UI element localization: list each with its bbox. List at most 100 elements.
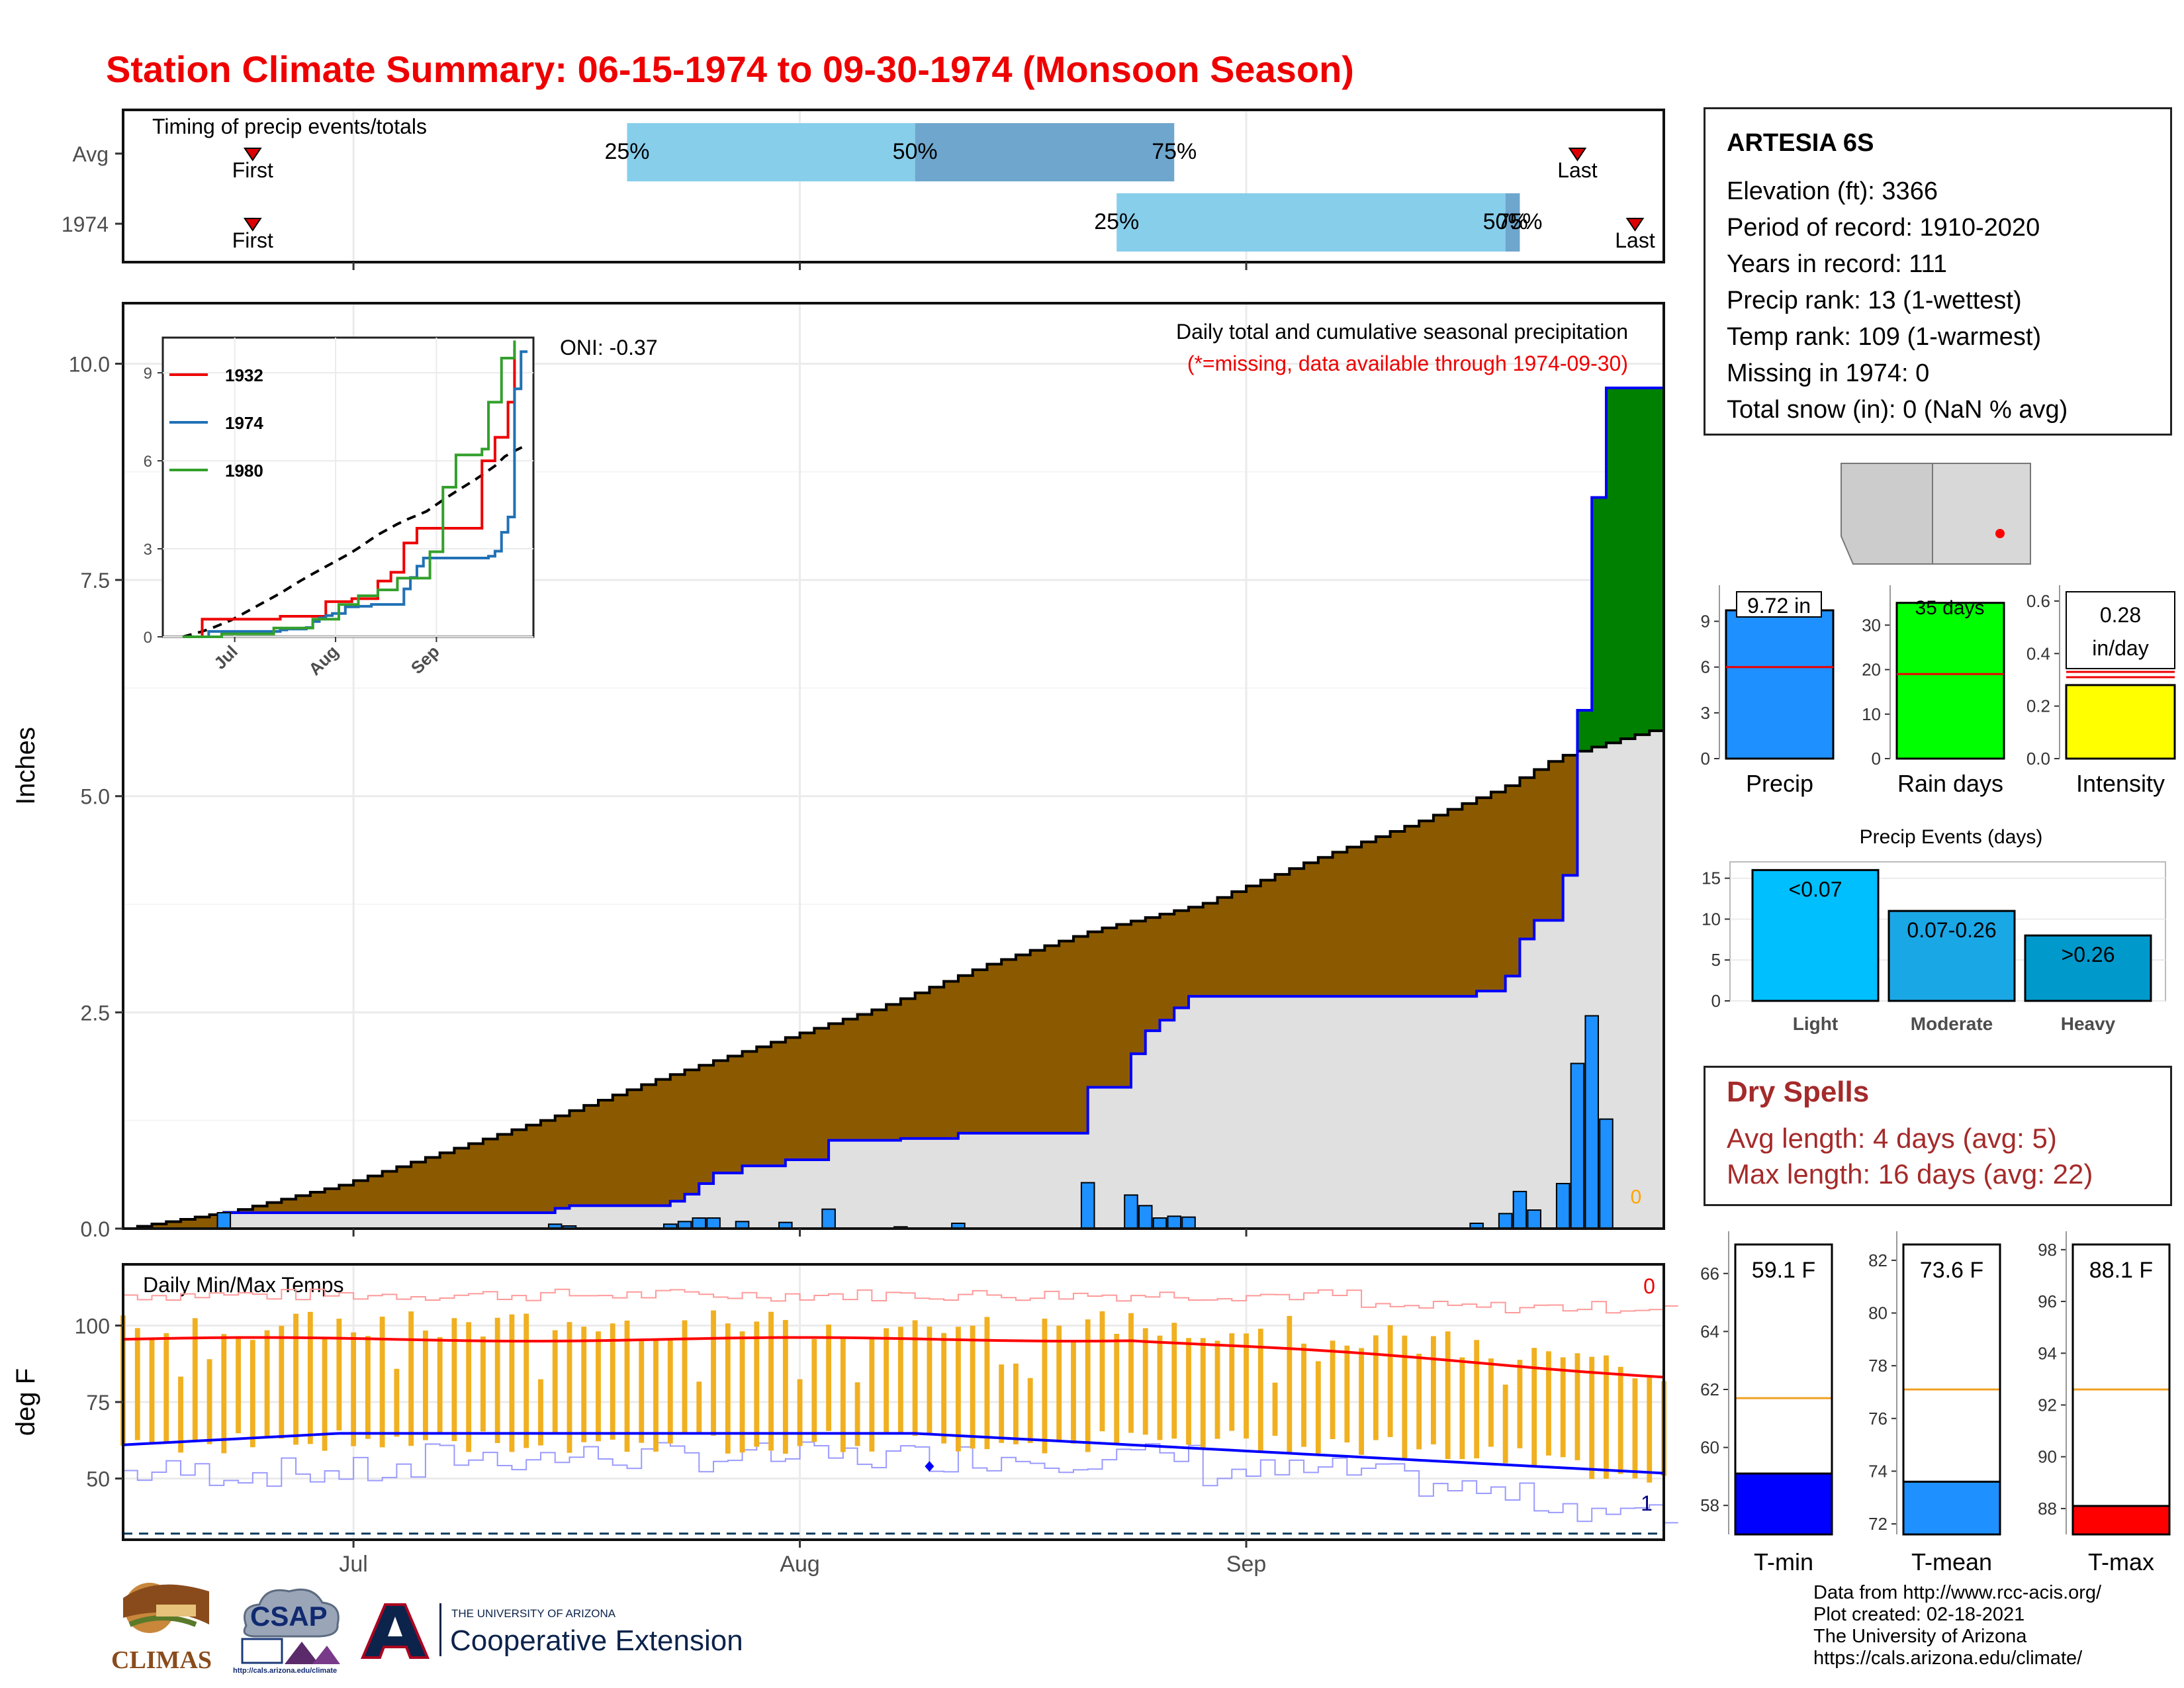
precip-daily-bar-102	[1584, 1015, 1600, 1229]
temps-daily-bar-49	[826, 1324, 832, 1431]
tmax-bar	[2071, 1505, 2171, 1536]
temps-daily-bar-48	[811, 1338, 817, 1442]
precip-daily-bar-73	[1167, 1215, 1182, 1229]
station-name: ARTESIA 6S	[1727, 129, 1874, 157]
timing-title: Timing of precip events/totals	[152, 115, 427, 138]
tmin-ytick-label-2: 62	[1700, 1380, 1719, 1399]
temps-daily-bar-75	[1200, 1338, 1206, 1448]
timing-first-marker-1974	[243, 218, 262, 232]
temps-daily-bar-37	[653, 1340, 659, 1452]
temps-daily-bar-26	[494, 1317, 500, 1443]
csap-cloud-icon	[241, 1588, 340, 1664]
tmin-value: 59.1 F	[1752, 1258, 1815, 1283]
temps-daily-bar-97	[1517, 1360, 1523, 1448]
temps-daily-bar-23	[451, 1318, 457, 1442]
temps-daily-bar-14	[322, 1338, 328, 1451]
locator-map-station-dot	[1995, 529, 2005, 538]
precip-daily-bar-98	[1527, 1209, 1541, 1230]
temps-daily-bar-95	[1488, 1358, 1494, 1447]
temps-ytick-label-2: 100	[75, 1314, 110, 1338]
timing-last-marker-1974	[1625, 218, 1645, 232]
tmin-ytick-label-3: 64	[1700, 1321, 1719, 1341]
precip-daily-bar-96	[1498, 1213, 1513, 1229]
credit-data-source: Data from http://www.rcc-acis.org/	[1813, 1582, 2102, 1603]
precip-daily-bar-74	[1181, 1216, 1196, 1229]
temps-daily-bar-105	[1632, 1378, 1638, 1479]
rain-days-bar	[1895, 602, 2005, 760]
precip-daily-bar-71	[1138, 1205, 1153, 1230]
tmax-ytick-label-2: 92	[2038, 1395, 2057, 1415]
temps-daily-bar-70	[1128, 1313, 1134, 1433]
temps-daily-bar-20	[408, 1311, 414, 1446]
temps-daily-bar-53	[884, 1328, 889, 1434]
temps-daily-bar-86	[1359, 1348, 1365, 1455]
temps-ytick-label-0: 50	[86, 1468, 110, 1491]
timing-panel-border	[122, 109, 1665, 263]
events-xtick-label-light: Light	[1793, 1013, 1838, 1034]
temps-daily-bar-39	[682, 1320, 688, 1433]
temps-daily-bar-3	[163, 1333, 169, 1442]
temps-daily-bar-88	[1387, 1325, 1393, 1437]
temps-xtick-label-Jul: Jul	[339, 1552, 367, 1577]
intensity-value: 0.28	[2100, 603, 2141, 627]
temps-daily-bar-106	[1647, 1377, 1653, 1483]
temps-daily-bar-29	[538, 1379, 543, 1446]
temps-daily-bar-7	[221, 1334, 227, 1454]
intensity-label: Intensity	[2076, 770, 2165, 797]
inset-avg-line	[182, 445, 525, 638]
temps-daily-bar-15	[336, 1319, 342, 1430]
temps-daily-bar-21	[422, 1331, 428, 1440]
temps-daily-bar-63	[1027, 1378, 1033, 1443]
temps-daily-bar-51	[854, 1382, 860, 1446]
events-ytick-label-2: 10	[1702, 909, 1721, 929]
credit-url: https://cals.arizona.edu/climate/	[1813, 1648, 2083, 1669]
temps-daily-bar-67	[1085, 1319, 1091, 1452]
inset-line-1932	[183, 349, 516, 638]
precip-surplus-area	[1577, 388, 1664, 751]
timing-first-label-Avg: First	[232, 158, 273, 182]
temps-daily-bar-60	[984, 1317, 990, 1450]
precip-daily-bar-7	[216, 1211, 232, 1229]
timing-p25-label-Avg: 25%	[604, 139, 649, 164]
timing-ylabel-Avg: Avg	[72, 142, 109, 166]
ua-block-a-icon	[360, 1603, 430, 1659]
precip-daily-bar-103	[1599, 1118, 1614, 1230]
timing-p75-label-1974: 75%	[1497, 209, 1542, 234]
timing-p50-label-Avg: 50%	[893, 139, 938, 164]
temps-daily-bar-77	[1229, 1333, 1235, 1431]
temps-daily-bar-78	[1244, 1333, 1249, 1439]
temps-daily-bar-42	[725, 1323, 731, 1454]
temps-daily-bar-64	[1042, 1319, 1048, 1454]
intensity-value-box	[2066, 591, 2175, 669]
temps-daily-bar-47	[797, 1379, 803, 1446]
temps-daily-bar-74	[1186, 1338, 1191, 1445]
station-snow: Total snow (in): 0 (NaN % avg)	[1727, 396, 2068, 424]
events-xtick-label-moderate: Moderate	[1911, 1013, 1993, 1034]
temps-daily-bar-61	[999, 1364, 1005, 1443]
station-precip-rank: Precip rank: 13 (1-wettest)	[1727, 287, 2022, 314]
events-ytick-label-1: 5	[1711, 950, 1721, 970]
temps-daily-bar-52	[869, 1337, 875, 1452]
temps-daily-bar-41	[711, 1310, 716, 1436]
temps-daily-bar-24	[466, 1322, 472, 1452]
temps-xtick-label-Aug: Aug	[780, 1552, 820, 1577]
temps-daily-bar-84	[1330, 1340, 1336, 1439]
ua-logo-divider	[439, 1603, 441, 1656]
timing-ylabel-1974: 1974	[62, 212, 109, 236]
temps-daily-bar-103	[1604, 1355, 1609, 1479]
dry-spells-max: Max length: 16 days (avg: 22)	[1727, 1158, 2093, 1190]
inset-panel	[161, 336, 535, 638]
precip-ytick-label-0: 0.0	[81, 1217, 110, 1241]
temps-daily-bar-93	[1459, 1357, 1465, 1460]
rain-days-label: Rain days	[1897, 770, 2003, 797]
credits: Data from http://www.rcc-acis.org/ Plot …	[1813, 1582, 2101, 1669]
events-ytick-label-0: 0	[1711, 991, 1721, 1011]
temps-daily-bar-50	[840, 1338, 846, 1452]
precip-total-ytick-label-0: 0	[1701, 749, 1710, 769]
precip-daily-bar-49	[821, 1208, 836, 1230]
temps-daily-bar-5	[192, 1318, 198, 1441]
temps-daily-bar-16	[351, 1332, 357, 1446]
temps-daily-bar-28	[523, 1313, 529, 1448]
precip-daily-bar-67	[1080, 1182, 1095, 1229]
ua-logo: THE UNIVERSITY OF ARIZONA Cooperative Ex…	[357, 1601, 743, 1660]
